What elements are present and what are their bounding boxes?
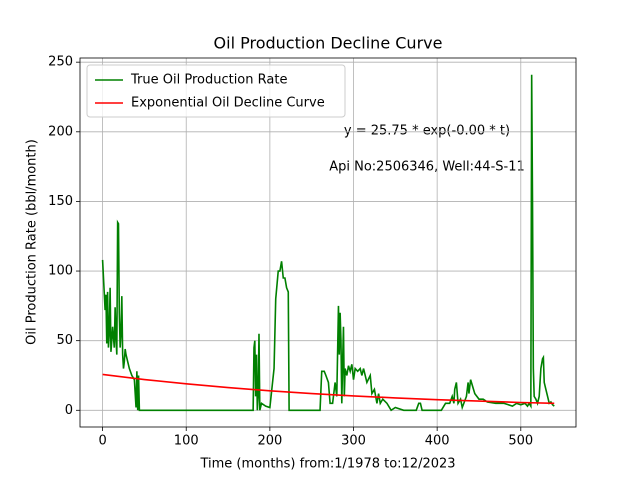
y-tick-label: 0	[65, 403, 73, 418]
y-tick-label: 100	[48, 264, 73, 279]
y-axis-label: Oil Production Rate (bbl/month)	[25, 139, 40, 345]
y-tick-label: 250	[48, 55, 73, 70]
y-tick-label: 200	[48, 124, 73, 139]
x-axis-label: Time (months) from:1/1978 to:12/2023	[199, 457, 455, 472]
plot-frame	[79, 57, 577, 428]
legend-label: Exponential Oil Decline Curve	[131, 96, 325, 111]
legend-box	[86, 64, 346, 118]
legend-label: True Oil Production Rate	[130, 73, 287, 88]
data-line	[102, 373, 555, 405]
x-tick-label: 200	[257, 434, 282, 449]
x-tick-label: 0	[98, 434, 106, 449]
x-tick-label: 400	[425, 434, 450, 449]
data-line	[101, 74, 555, 412]
x-tick-label: 500	[508, 434, 533, 449]
y-tick-label: 150	[48, 194, 73, 209]
annotation: Api No:2506346, Well:44-S-11	[329, 160, 525, 175]
x-tick-label: 300	[341, 434, 366, 449]
chart-title: Oil Production Decline Curve	[214, 34, 443, 53]
y-tick-label: 50	[56, 333, 73, 348]
annotation: y = 25.75 * exp(-0.00 * t)	[344, 124, 510, 139]
x-tick-label: 100	[174, 434, 199, 449]
